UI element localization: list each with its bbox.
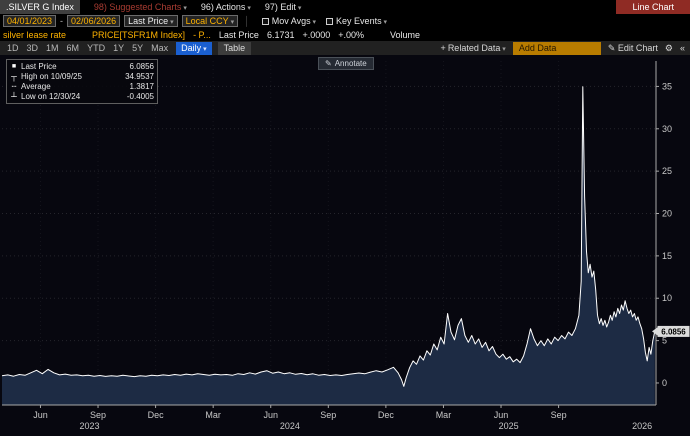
menu-edit[interactable]: 97) Edit	[265, 2, 302, 12]
mov-avgs-checkbox-group[interactable]: Mov Avgs	[261, 16, 316, 26]
currency-dropdown[interactable]: Local CCY	[181, 15, 239, 27]
legend-average-value: 1.3817	[129, 82, 154, 91]
toolbar-divider: │	[244, 16, 250, 26]
table-button[interactable]: Table	[217, 41, 252, 55]
svg-text:Sep: Sep	[320, 410, 336, 420]
chart-area[interactable]: 0 5 10 15 20 25 30 35 Jun Sep Dec Mar Jun Sep Dec Mar Ju…	[0, 55, 690, 436]
range-tab-1d[interactable]: 1D	[7, 43, 19, 53]
security-name: silver lease rate	[3, 29, 67, 40]
svg-text:6.0856: 6.0856	[661, 327, 686, 336]
last-price-marker-icon	[10, 61, 18, 72]
svg-text:15: 15	[662, 251, 672, 261]
svg-text:Sep: Sep	[90, 410, 106, 420]
svg-text:Jun: Jun	[33, 410, 48, 420]
mov-avgs-label: Mov Avgs	[272, 16, 316, 26]
chart-type-label: Line Chart	[616, 0, 690, 14]
range-tab-3d[interactable]: 3D	[26, 43, 39, 53]
range-tabs: 1D 3D 1M 6M YTD 1Y 5Y Max	[3, 41, 172, 55]
svg-text:2026: 2026	[632, 421, 652, 431]
period-dropdown[interactable]: Daily	[176, 41, 212, 55]
svg-text:2025: 2025	[499, 421, 519, 431]
svg-text:2023: 2023	[79, 421, 99, 431]
menu-actions[interactable]: 96) Actions	[201, 2, 251, 12]
legend-low-row: Low on 12/30/24 -0.4005	[10, 92, 154, 102]
legend-high-label: High on 10/09/25	[21, 72, 82, 81]
legend-high-value: 34.9537	[125, 72, 154, 81]
svg-text:2024: 2024	[280, 421, 300, 431]
svg-text:Mar: Mar	[436, 410, 452, 420]
average-marker-icon	[10, 82, 18, 92]
end-date-input[interactable]: 02/06/2026	[67, 15, 121, 27]
add-data-input[interactable]: Add Data	[512, 41, 601, 55]
key-events-checkbox[interactable]	[326, 17, 334, 25]
high-marker-icon	[10, 72, 18, 82]
plus-icon: +	[440, 43, 446, 53]
svg-text:25: 25	[662, 166, 672, 176]
svg-text:Sep: Sep	[551, 410, 567, 420]
range-tab-6m[interactable]: 6M	[66, 43, 80, 53]
price-pct-change: +.00%	[338, 29, 365, 40]
edit-chart-button[interactable]: Edit Chart	[608, 43, 658, 54]
range-tab-max[interactable]: Max	[151, 43, 169, 53]
annotate-pencil-icon	[325, 59, 332, 68]
svg-text:10: 10	[662, 293, 672, 303]
svg-text:Dec: Dec	[148, 410, 165, 420]
svg-text:0: 0	[662, 378, 667, 388]
range-tab-1m[interactable]: 1M	[46, 43, 59, 53]
tabbar-right-group: +Related Data Add Data Edit Chart ⚙ «	[441, 41, 687, 55]
price-formula[interactable]: PRICE[TSFR1M Index]	[92, 29, 186, 40]
title-bar: .SILVER G Index 98) Suggested Charts 96)…	[0, 0, 690, 14]
menu-suggested-charts[interactable]: 98) Suggested Charts	[94, 2, 187, 12]
legend-average-label: Average	[21, 82, 51, 91]
date-range-separator: -	[60, 16, 64, 26]
svg-text:Jun: Jun	[263, 410, 278, 420]
start-date-input[interactable]: 04/01/2023	[3, 15, 57, 27]
range-tab-bar: 1D 3D 1M 6M YTD 1Y 5Y Max Daily Table +Related …	[0, 41, 690, 55]
range-tab-1y[interactable]: 1Y	[113, 43, 125, 53]
svg-text:Jun: Jun	[494, 410, 509, 420]
low-marker-icon	[10, 92, 18, 102]
svg-text:5: 5	[662, 336, 667, 346]
range-tab-5y[interactable]: 5Y	[132, 43, 144, 53]
annotate-button[interactable]: Annotate	[318, 57, 374, 70]
svg-text:Dec: Dec	[378, 410, 395, 420]
legend-average-row: Average 1.3817	[10, 82, 154, 92]
key-events-checkbox-group[interactable]: Key Events	[326, 16, 387, 26]
svg-text:20: 20	[662, 209, 672, 219]
security-title: .SILVER G Index	[0, 0, 80, 14]
chart-legend: Last Price 6.0856 High on 10/09/25 34.95…	[6, 59, 158, 104]
settings-gear-icon[interactable]: ⚙	[664, 42, 673, 53]
related-data-button[interactable]: + Related Data	[441, 43, 506, 53]
svg-text:35: 35	[662, 81, 672, 91]
formula-suffix: - P...	[193, 29, 211, 40]
svg-text:Mar: Mar	[205, 410, 221, 420]
range-tab-ytd[interactable]: YTD	[87, 43, 106, 53]
key-events-label: Key Events	[336, 16, 387, 26]
legend-last-price-row: Last Price 6.0856	[10, 61, 154, 72]
mov-avgs-checkbox[interactable]	[261, 17, 269, 25]
last-price-label: Last Price	[218, 29, 259, 40]
volume-label: Volume	[390, 29, 421, 40]
pencil-icon	[608, 43, 618, 53]
last-price-value: 6.1731	[266, 29, 295, 40]
svg-text:30: 30	[662, 124, 672, 134]
collapse-panel-icon[interactable]: «	[679, 43, 685, 53]
security-row: silver lease rate PRICE[TSFR1M Index] - …	[0, 28, 690, 41]
legend-last-label: Last Price	[21, 61, 57, 71]
legend-last-value: 6.0856	[129, 61, 154, 71]
legend-low-label: Low on 12/30/24	[21, 92, 81, 101]
chart-toolbar: 04/01/2023 - 02/06/2026 Last Price Local…	[0, 14, 690, 28]
price-change: +.0000	[302, 29, 331, 40]
legend-high-row: High on 10/09/25 34.9537	[10, 72, 154, 82]
legend-low-value: -0.4005	[126, 92, 154, 101]
annotate-label: Annotate	[334, 59, 367, 68]
field-dropdown[interactable]: Last Price	[124, 15, 178, 27]
